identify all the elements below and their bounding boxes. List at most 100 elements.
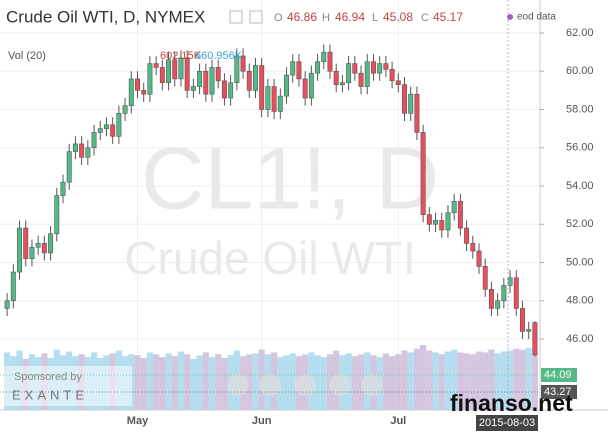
volume-bar	[463, 353, 470, 410]
candle-body	[370, 61, 376, 74]
y-tick-label: 60.00	[566, 65, 594, 77]
candle-body	[488, 288, 494, 309]
candle-body	[321, 51, 327, 62]
nav-button[interactable]	[227, 374, 249, 396]
volume-bar	[283, 355, 290, 410]
volume-bar	[413, 348, 421, 410]
sponsor-box[interactable]	[4, 366, 132, 406]
volume-bar	[513, 348, 520, 410]
candle-body	[253, 65, 258, 91]
candle-body	[265, 86, 271, 110]
ohlc-value: 46.94	[335, 10, 365, 24]
candle-body	[122, 105, 128, 114]
candles	[4, 44, 538, 357]
candle-body	[246, 70, 252, 91]
candle-body	[35, 243, 41, 248]
candle-body	[389, 69, 395, 82]
volume-bar	[221, 358, 228, 410]
volume-bar	[289, 353, 296, 410]
volume-bar	[134, 355, 141, 410]
candle-body	[10, 271, 16, 302]
candle-body	[197, 70, 203, 87]
candle-body	[383, 63, 389, 70]
level-label: 44.09	[544, 369, 572, 381]
x-tick-label: Jul	[390, 415, 406, 427]
volume-bar	[457, 352, 464, 410]
candle-body	[29, 246, 35, 259]
grid	[0, 0, 540, 410]
level-box	[541, 368, 577, 382]
volume-bar	[506, 350, 514, 410]
x-tick-label: May	[127, 415, 149, 427]
site-watermark: finanso.net	[450, 390, 573, 416]
candle-body	[48, 233, 54, 254]
sponsor[interactable]: Sponsored by EXANTE	[4, 366, 132, 406]
candle-body	[72, 143, 78, 152]
ohlc-key: C	[421, 12, 429, 24]
eod-dot	[507, 14, 513, 20]
y-tick-label: 56.00	[566, 142, 594, 154]
volume-bar	[252, 353, 259, 410]
candle-body	[97, 128, 103, 133]
candle-body	[358, 72, 364, 87]
nav-buttons	[227, 374, 383, 396]
volume-bar	[140, 358, 147, 410]
volume-bar	[177, 351, 185, 410]
volume-bar	[420, 345, 427, 410]
candle-body	[4, 300, 10, 309]
candle-body	[445, 212, 451, 231]
date-box	[476, 415, 538, 431]
candle-body	[451, 201, 457, 214]
icon[interactable]	[249, 10, 263, 24]
candle-body	[408, 93, 414, 114]
level-box	[541, 385, 577, 399]
candle-body	[315, 61, 321, 74]
chart-title: Crude Oil WTI, D, NYMEX	[6, 7, 205, 26]
volume-bar	[196, 355, 203, 410]
volume-bar	[171, 356, 178, 410]
candle-body	[284, 74, 289, 97]
watermark: Crude Oil WTI	[124, 232, 415, 284]
nav-button[interactable]	[329, 374, 351, 396]
candle-body	[166, 59, 172, 84]
candle-body	[296, 61, 302, 80]
candle-body	[520, 308, 525, 332]
candle-body	[346, 63, 352, 84]
x-tick-label: Jun	[252, 415, 272, 427]
candle-body	[402, 84, 407, 114]
nav-button[interactable]	[361, 374, 383, 396]
icon[interactable]	[229, 10, 243, 24]
volume-bar	[475, 351, 483, 410]
candle-body	[333, 70, 339, 85]
volume-bar	[395, 354, 402, 410]
volume-bar	[488, 349, 495, 410]
volume-bar	[153, 354, 160, 410]
volume-bar	[208, 357, 216, 410]
nav-button[interactable]	[294, 374, 316, 396]
candle-body	[147, 63, 153, 95]
candle-body	[54, 195, 60, 235]
candle-body	[339, 82, 345, 85]
volume-bar	[202, 352, 209, 410]
volume-bar	[314, 355, 321, 410]
candle-body	[470, 243, 476, 252]
candle-body	[17, 227, 22, 273]
volume-bar	[165, 353, 172, 410]
volume-bar	[531, 354, 538, 410]
ohlc-value: 45.17	[433, 10, 463, 24]
candle-body	[178, 57, 184, 80]
volume-bar	[432, 352, 439, 410]
volume-bar	[500, 351, 507, 410]
candle-body	[526, 329, 532, 332]
volume-bar	[215, 354, 222, 410]
volume-bar	[469, 354, 476, 410]
candle-body	[110, 124, 116, 137]
candle-body	[532, 322, 538, 356]
candle-body	[433, 220, 439, 225]
volume-bar	[519, 349, 526, 410]
nav-button[interactable]	[259, 374, 281, 396]
candle-body	[215, 67, 221, 82]
volume-ma-value: 660.956K	[195, 50, 243, 62]
date-label: 2015-08-03	[479, 417, 535, 429]
volume-bar	[426, 350, 433, 410]
